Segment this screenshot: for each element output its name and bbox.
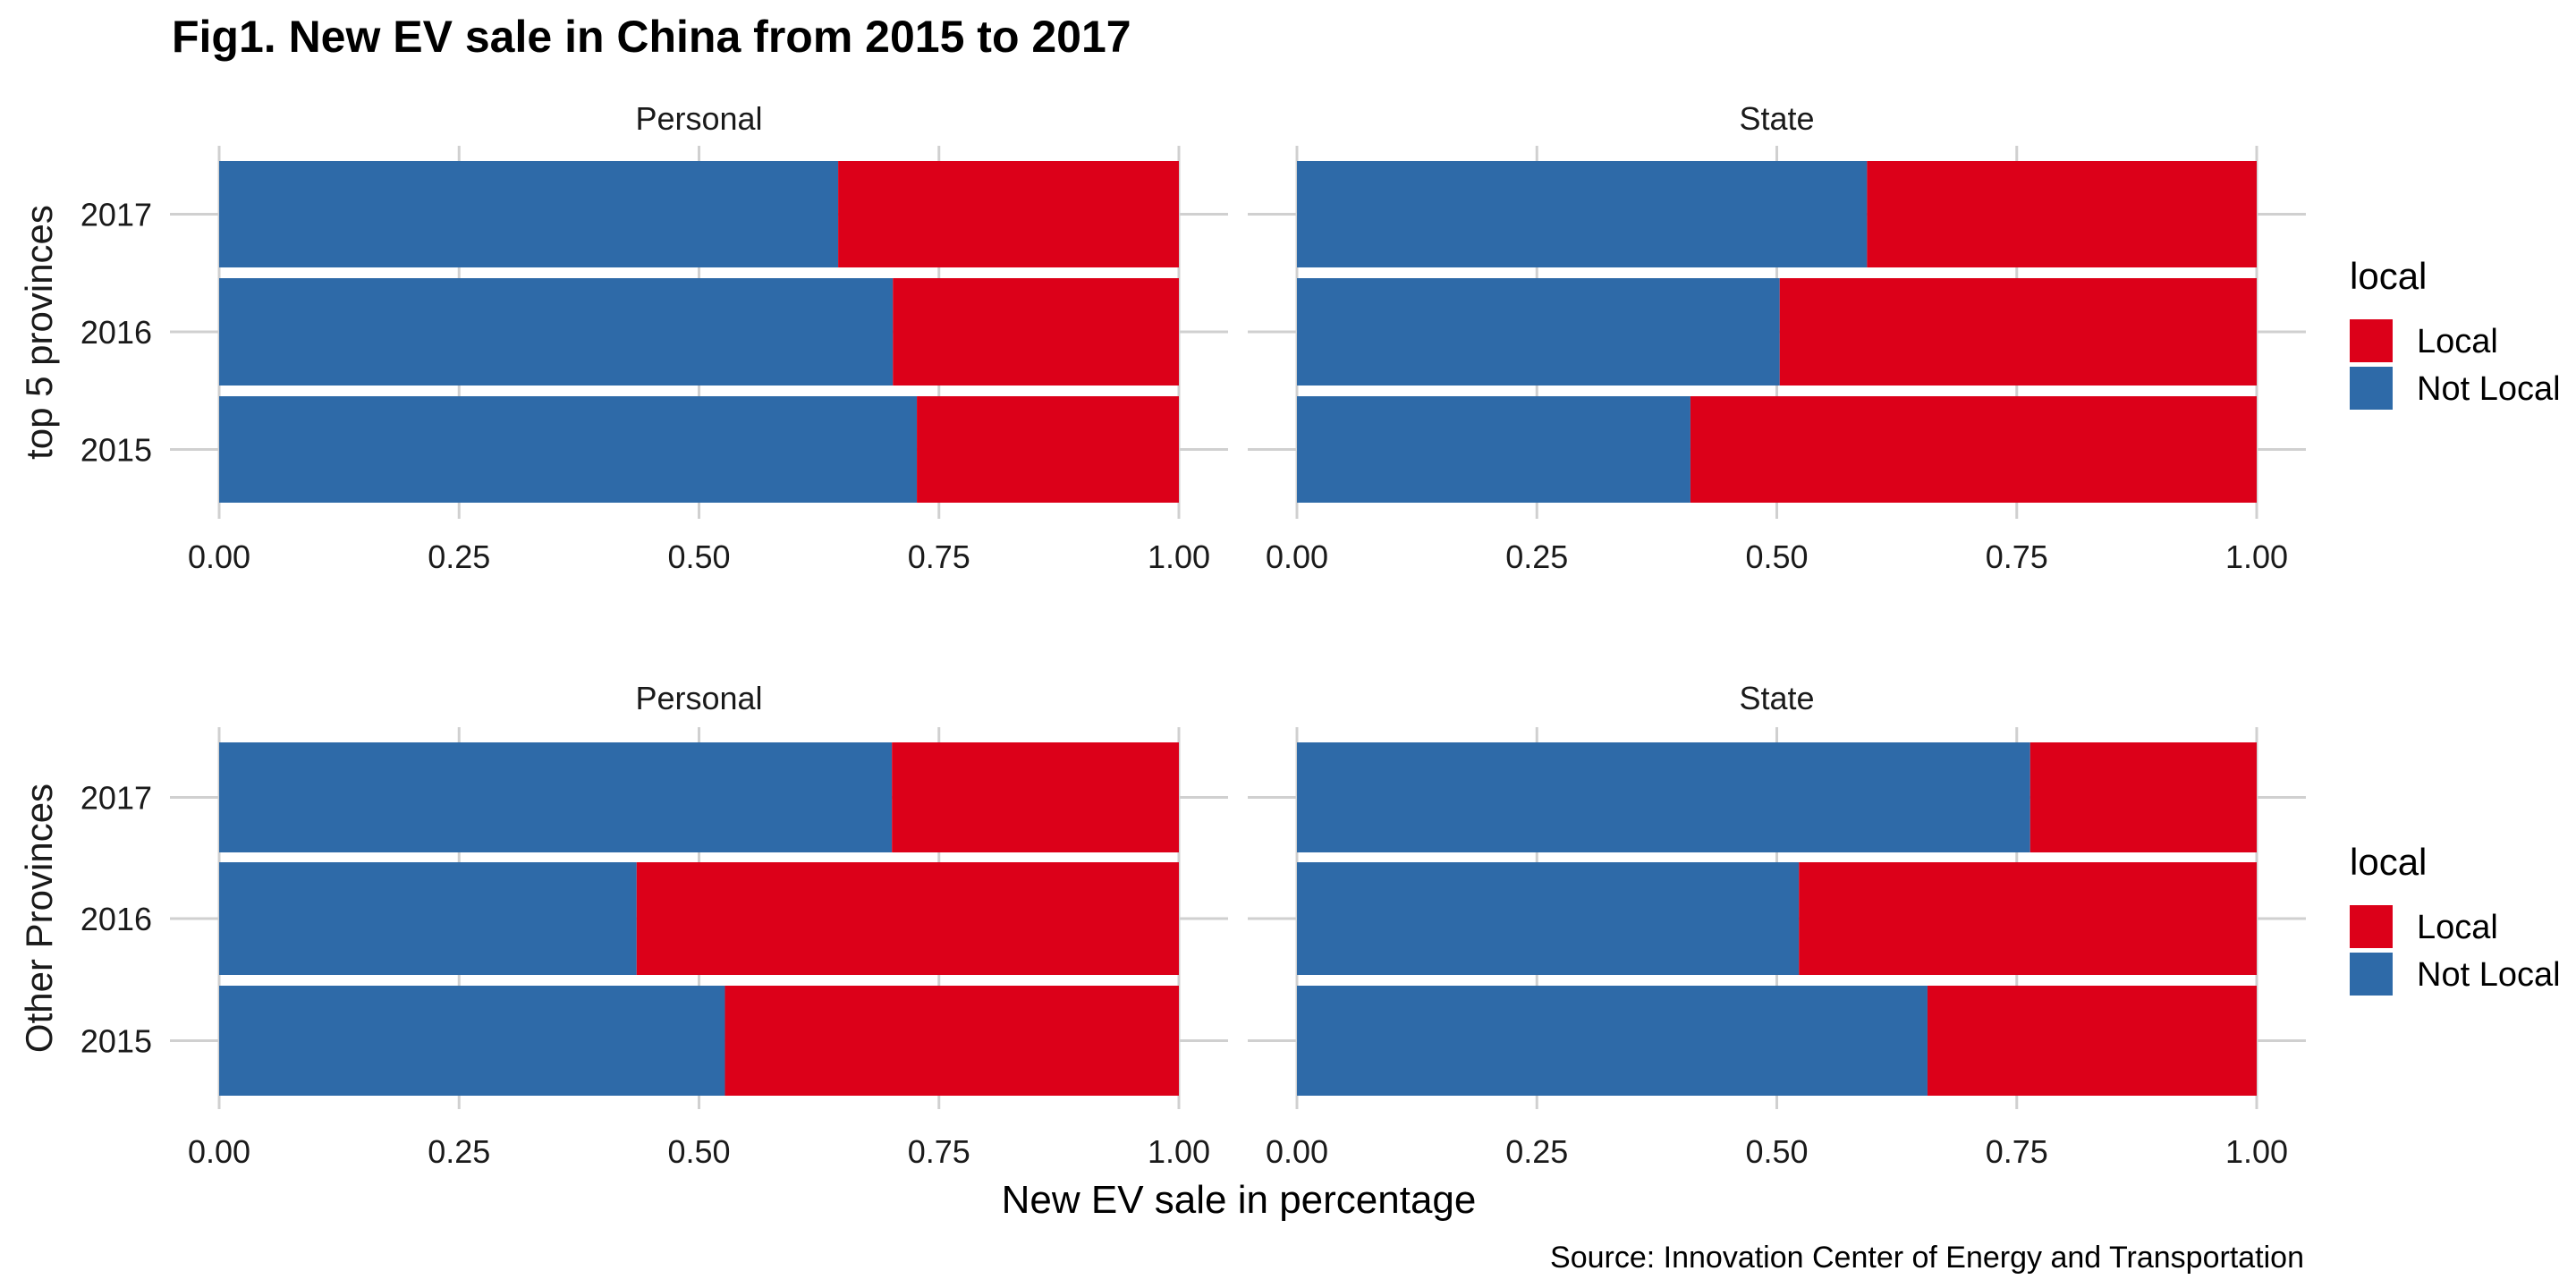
bar-local [1799, 862, 2257, 975]
column-strip-label: State [1739, 100, 1814, 137]
legend-key [2350, 905, 2393, 948]
legend-label: Local [2417, 909, 2498, 946]
column-strip-label: State [1739, 680, 1814, 716]
bar-not-local [219, 986, 725, 1096]
x-tick-label: 0.25 [1505, 1133, 1568, 1170]
bar-local [917, 396, 1179, 503]
row-strip-label: top 5 provinces [18, 205, 60, 460]
x-axis-title: New EV sale in percentage [1002, 1178, 1477, 1222]
bar-not-local [1297, 742, 2030, 852]
column-strip-label: Personal [635, 100, 762, 137]
bar-not-local [219, 862, 637, 975]
x-tick-label: 1.00 [1148, 1133, 1210, 1170]
x-tick-label: 0.25 [1505, 538, 1568, 575]
legend-key [2350, 367, 2393, 410]
panel-0-0: Personal 2017 2016 2015 0.00 0.25 0.50 0.75 1.00 [80, 100, 1228, 575]
x-tick-label: 0.00 [188, 538, 250, 575]
x-tick-label: 0.25 [428, 1133, 490, 1170]
x-tick-label: 0.75 [1986, 538, 2048, 575]
y-tick-label: 2017 [80, 197, 152, 233]
x-tick-label: 0.50 [667, 1133, 730, 1170]
bar-not-local [219, 396, 918, 503]
caption: Source: Innovation Center of Energy and … [1550, 1241, 2304, 1275]
legend-label: Local [2417, 323, 2498, 360]
bar-local [838, 161, 1179, 267]
bar-not-local [1297, 278, 1780, 386]
panel-1-1: State 0.00 0.25 0.50 0.75 1.00 [1248, 680, 2306, 1170]
legend-title: local [2350, 255, 2427, 297]
x-tick-label: 0.75 [908, 538, 970, 575]
legend-key [2350, 953, 2393, 996]
panel-0-1: State 0.00 0.25 0.50 0.75 1.00 [1248, 100, 2306, 575]
bar-not-local [219, 161, 839, 267]
bar-not-local [1297, 986, 1928, 1096]
bar-local [724, 986, 1179, 1096]
legend-key [2350, 319, 2393, 362]
bar-not-local [1297, 862, 1800, 975]
bar-local [636, 862, 1179, 975]
legend-title: local [2350, 841, 2427, 883]
bar-not-local [1297, 396, 1690, 503]
y-tick-label: 2015 [80, 432, 152, 469]
column-strip-label: Personal [635, 680, 762, 716]
legend: local Local Not Local [2350, 255, 2561, 410]
bar-local [1690, 396, 2257, 503]
x-tick-label: 1.00 [1148, 538, 1210, 575]
panel-1-0: Personal 2017 2016 2015 0.00 0.25 0.50 0.75 1.00 [80, 680, 1228, 1170]
x-tick-label: 0.50 [667, 538, 730, 575]
legend: local Local Not Local [2350, 841, 2561, 996]
legend-label: Not Local [2417, 956, 2561, 994]
bar-local [1779, 278, 2257, 386]
bar-local [2029, 742, 2257, 852]
bar-local [1867, 161, 2257, 267]
panels: top 5 provinces Personal 2017 2016 2015 0.00 0… [18, 100, 2306, 1170]
x-tick-label: 0.75 [1986, 1133, 2048, 1170]
x-tick-label: 0.00 [1266, 1133, 1328, 1170]
y-tick-label: 2015 [80, 1023, 152, 1060]
bar-not-local [1297, 161, 1868, 267]
x-tick-label: 0.00 [1266, 538, 1328, 575]
bar-local [1927, 986, 2257, 1096]
row-strip-label: Other Provinces [18, 784, 60, 1053]
y-tick-label: 2016 [80, 901, 152, 937]
legends: local Local Not Local local Local Not Local [2350, 255, 2561, 996]
legend-label: Not Local [2417, 370, 2561, 408]
bar-not-local [219, 742, 893, 852]
bar-local [892, 742, 1179, 852]
x-tick-label: 0.25 [428, 538, 490, 575]
x-tick-label: 1.00 [2225, 1133, 2288, 1170]
x-tick-label: 1.00 [2225, 538, 2288, 575]
chart-title: Fig1. New EV sale in China from 2015 to … [172, 12, 1131, 62]
x-tick-label: 0.75 [908, 1133, 970, 1170]
bar-local [893, 278, 1179, 386]
y-tick-label: 2017 [80, 780, 152, 817]
x-tick-label: 0.00 [188, 1133, 250, 1170]
y-tick-label: 2016 [80, 314, 152, 351]
x-tick-label: 0.50 [1745, 538, 1808, 575]
x-tick-label: 0.50 [1745, 1133, 1808, 1170]
bar-not-local [219, 278, 894, 386]
